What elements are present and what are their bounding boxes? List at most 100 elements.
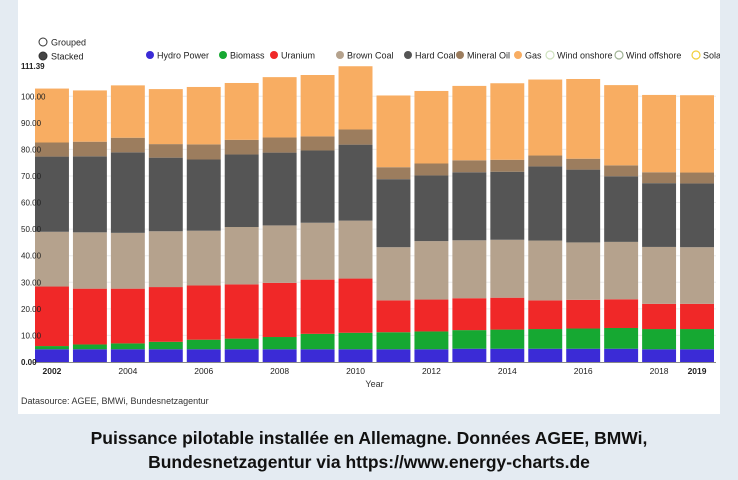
bar-mineral-oil-2011[interactable] bbox=[376, 167, 411, 180]
bar-hard-coal-2014[interactable] bbox=[490, 171, 525, 240]
bar-hydro-power-2012[interactable] bbox=[414, 349, 449, 362]
bar-mineral-oil-2014[interactable] bbox=[490, 159, 525, 172]
bar-uranium-2005[interactable] bbox=[148, 287, 183, 342]
bar-biomass-2013[interactable] bbox=[452, 330, 487, 349]
bar-hard-coal-2011[interactable] bbox=[376, 179, 411, 248]
bar-uranium-2015[interactable] bbox=[528, 300, 563, 330]
legend-hard-coal-label[interactable]: Hard Coal bbox=[415, 51, 456, 61]
bar-gas-2012[interactable] bbox=[414, 90, 449, 164]
bar-mineral-oil-2005[interactable] bbox=[148, 144, 183, 158]
bar-biomass-2007[interactable] bbox=[224, 338, 259, 350]
legend-solar-marker[interactable] bbox=[691, 50, 701, 60]
bar-brown-coal-2009[interactable] bbox=[300, 222, 335, 280]
mode-grouped-label[interactable]: Grouped bbox=[51, 38, 86, 48]
bar-hard-coal-2008[interactable] bbox=[262, 152, 297, 226]
legend-hard-coal-marker[interactable] bbox=[404, 51, 412, 59]
bar-hydro-power-2019[interactable] bbox=[680, 349, 714, 362]
bar-uranium-2009[interactable] bbox=[300, 279, 335, 334]
bar-biomass-2004[interactable] bbox=[110, 343, 145, 350]
bar-brown-coal-2004[interactable] bbox=[110, 232, 145, 289]
bar-mineral-oil-2004[interactable] bbox=[110, 137, 145, 153]
bar-brown-coal-2011[interactable] bbox=[376, 247, 411, 301]
bar-hard-coal-2009[interactable] bbox=[300, 150, 335, 223]
bar-gas-2009[interactable] bbox=[300, 75, 335, 137]
bar-hydro-power-2017[interactable] bbox=[604, 348, 639, 362]
bar-biomass-2002[interactable] bbox=[35, 346, 69, 350]
bar-gas-2002[interactable] bbox=[35, 88, 69, 143]
bar-biomass-2009[interactable] bbox=[300, 333, 335, 350]
bar-uranium-2006[interactable] bbox=[186, 285, 221, 340]
bar-uranium-2016[interactable] bbox=[566, 299, 601, 329]
bar-brown-coal-2005[interactable] bbox=[148, 231, 183, 288]
bar-gas-2019[interactable] bbox=[680, 95, 714, 173]
bar-uranium-2014[interactable] bbox=[490, 297, 525, 330]
legend-brown-coal-label[interactable]: Brown Coal bbox=[347, 51, 394, 61]
mode-grouped-radio[interactable] bbox=[38, 37, 48, 47]
bar-gas-2015[interactable] bbox=[528, 79, 563, 156]
legend-wind-offshore-label[interactable]: Wind offshore bbox=[626, 51, 681, 61]
legend-gas-marker[interactable] bbox=[514, 51, 522, 59]
bar-hydro-power-2007[interactable] bbox=[224, 349, 259, 362]
bar-brown-coal-2007[interactable] bbox=[224, 227, 259, 285]
bar-mineral-oil-2019[interactable] bbox=[680, 172, 714, 184]
bar-uranium-2008[interactable] bbox=[262, 282, 297, 338]
bar-biomass-2016[interactable] bbox=[566, 328, 601, 349]
legend-brown-coal-marker[interactable] bbox=[336, 51, 344, 59]
bar-brown-coal-2019[interactable] bbox=[680, 247, 714, 304]
bar-uranium-2012[interactable] bbox=[414, 299, 449, 332]
bar-mineral-oil-2008[interactable] bbox=[262, 137, 297, 153]
bar-biomass-2006[interactable] bbox=[186, 339, 221, 350]
bar-uranium-2002[interactable] bbox=[35, 286, 69, 347]
bar-biomass-2015[interactable] bbox=[528, 329, 563, 349]
bar-brown-coal-2002[interactable] bbox=[35, 231, 69, 287]
bar-brown-coal-2017[interactable] bbox=[604, 241, 639, 300]
legend-uranium-label[interactable]: Uranium bbox=[281, 51, 315, 61]
bar-mineral-oil-2002[interactable] bbox=[35, 142, 69, 157]
bar-hydro-power-2008[interactable] bbox=[262, 349, 297, 362]
bar-hydro-power-2005[interactable] bbox=[148, 349, 183, 362]
bar-mineral-oil-2016[interactable] bbox=[566, 158, 601, 170]
bar-hydro-power-2006[interactable] bbox=[186, 349, 221, 362]
bar-hard-coal-2003[interactable] bbox=[72, 156, 107, 233]
bar-brown-coal-2018[interactable] bbox=[642, 246, 677, 304]
bar-hydro-power-2009[interactable] bbox=[300, 349, 335, 362]
bar-hydro-power-2002[interactable] bbox=[35, 349, 69, 362]
legend-mineral-oil-label[interactable]: Mineral Oil bbox=[467, 51, 510, 61]
legend-biomass-marker[interactable] bbox=[219, 51, 227, 59]
mode-stacked-radio[interactable] bbox=[38, 51, 48, 61]
bar-hydro-power-2004[interactable] bbox=[110, 349, 145, 362]
legend-biomass-label[interactable]: Biomass bbox=[230, 51, 265, 61]
bar-gas-2014[interactable] bbox=[490, 83, 525, 160]
bar-brown-coal-2016[interactable] bbox=[566, 242, 601, 300]
bar-mineral-oil-2006[interactable] bbox=[186, 144, 221, 160]
bar-hard-coal-2004[interactable] bbox=[110, 152, 145, 233]
bar-uranium-2007[interactable] bbox=[224, 284, 259, 339]
bar-hard-coal-2007[interactable] bbox=[224, 154, 259, 228]
bar-biomass-2017[interactable] bbox=[604, 327, 639, 349]
bar-brown-coal-2010[interactable] bbox=[338, 220, 373, 279]
bar-uranium-2003[interactable] bbox=[72, 288, 107, 345]
bar-brown-coal-2014[interactable] bbox=[490, 239, 525, 298]
bar-hard-coal-2006[interactable] bbox=[186, 159, 221, 231]
bar-uranium-2004[interactable] bbox=[110, 288, 145, 344]
bar-hard-coal-2018[interactable] bbox=[642, 183, 677, 247]
bar-mineral-oil-2018[interactable] bbox=[642, 172, 677, 184]
bar-uranium-2013[interactable] bbox=[452, 298, 487, 331]
legend-uranium-marker[interactable] bbox=[270, 51, 278, 59]
legend-wind-onshore-marker[interactable] bbox=[545, 50, 555, 60]
bar-biomass-2010[interactable] bbox=[338, 332, 373, 350]
legend-gas-label[interactable]: Gas bbox=[525, 51, 542, 61]
bar-hard-coal-2019[interactable] bbox=[680, 183, 714, 248]
bar-biomass-2005[interactable] bbox=[148, 341, 183, 350]
bar-mineral-oil-2009[interactable] bbox=[300, 136, 335, 151]
bar-gas-2017[interactable] bbox=[604, 85, 639, 166]
bar-hydro-power-2018[interactable] bbox=[642, 349, 677, 362]
bar-gas-2005[interactable] bbox=[148, 89, 183, 145]
mode-stacked-label[interactable]: Stacked bbox=[51, 52, 84, 62]
bar-hard-coal-2016[interactable] bbox=[566, 169, 601, 243]
bar-mineral-oil-2017[interactable] bbox=[604, 165, 639, 177]
bar-gas-2011[interactable] bbox=[376, 95, 411, 168]
bar-mineral-oil-2012[interactable] bbox=[414, 163, 449, 176]
bar-mineral-oil-2010[interactable] bbox=[338, 129, 373, 145]
bar-brown-coal-2015[interactable] bbox=[528, 240, 563, 301]
